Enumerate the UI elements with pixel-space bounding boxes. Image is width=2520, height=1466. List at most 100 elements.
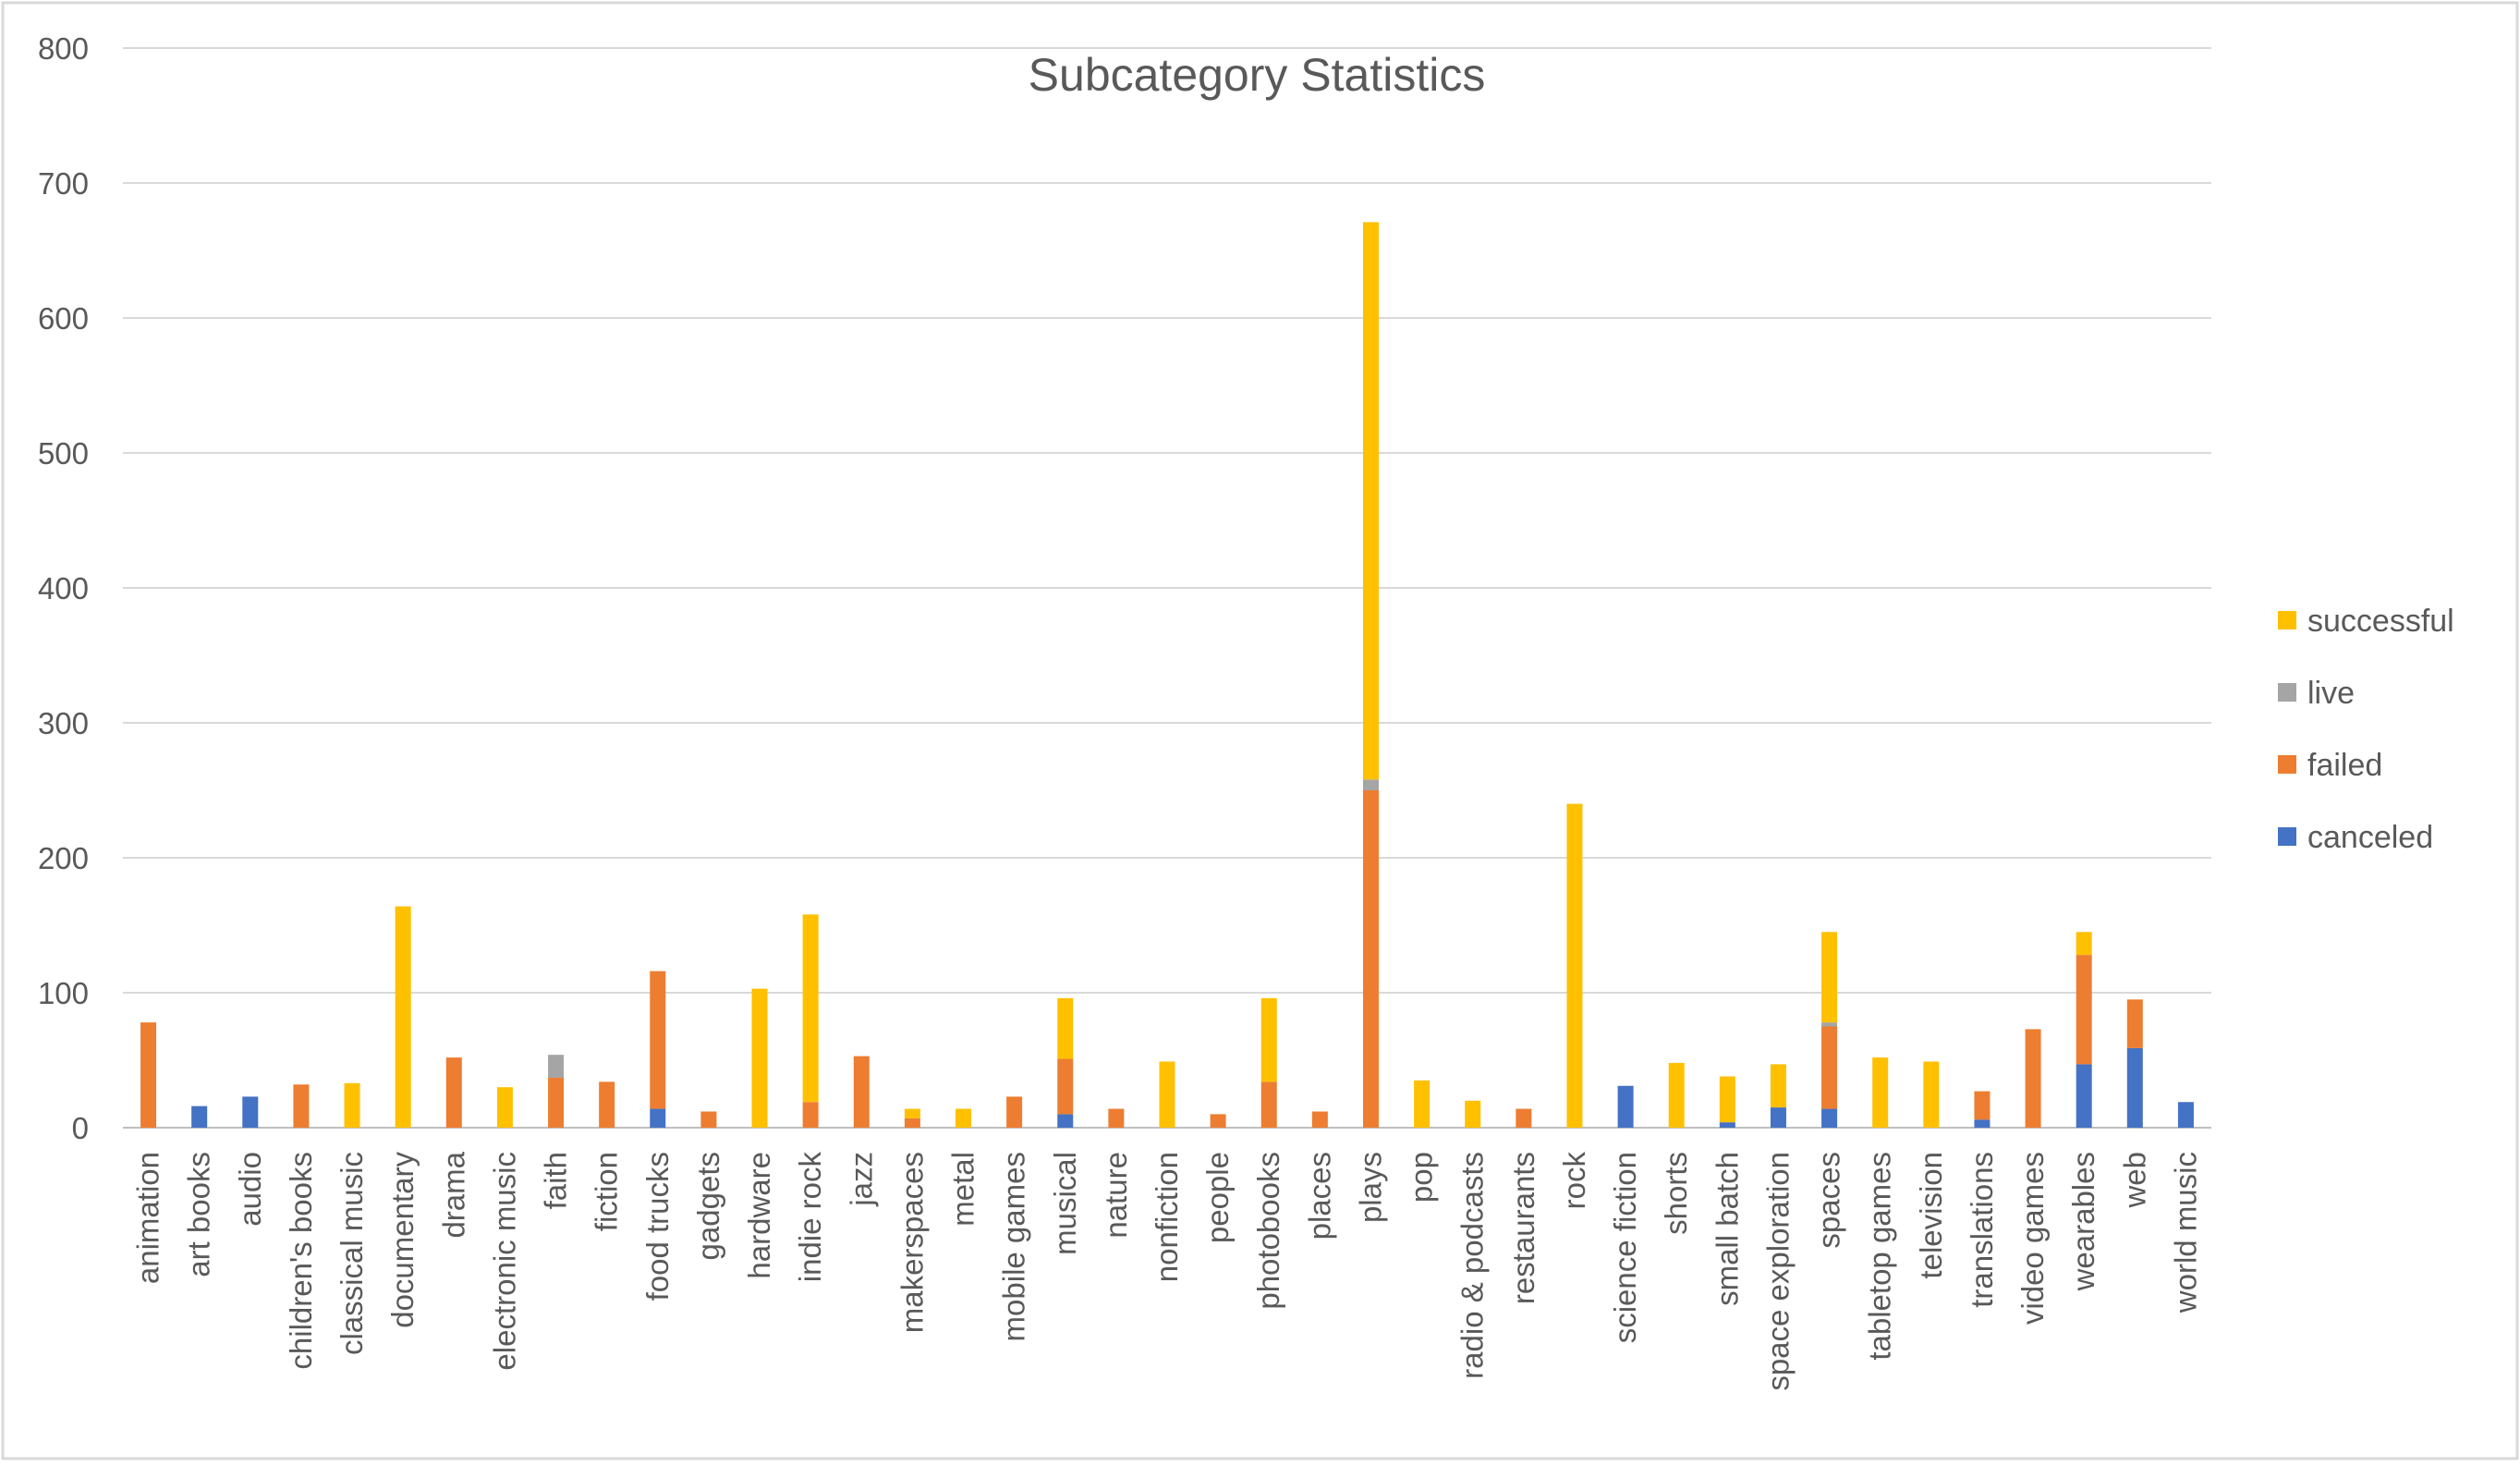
bar-failed — [599, 1081, 615, 1128]
legend: successful live failed canceled — [2278, 604, 2454, 855]
legend-label-live: live — [2307, 676, 2355, 711]
x-tick-label: art books — [182, 1152, 216, 1277]
legend-swatch-failed — [2278, 755, 2296, 774]
y-tick-label: 600 — [38, 301, 89, 336]
x-tick-label: indie rock — [793, 1152, 827, 1283]
bar-failed — [1260, 1081, 1277, 1128]
bar-canceled — [1821, 1108, 1838, 1128]
bar-failed — [1057, 1058, 1074, 1115]
x-tick-label: small batch — [1710, 1152, 1744, 1306]
x-tick-label: restaurants — [1506, 1152, 1540, 1304]
bar-successful — [802, 914, 819, 1103]
y-tick-label: 100 — [38, 976, 89, 1010]
x-tick-label: fiction — [590, 1152, 624, 1231]
bar-canceled — [2076, 1064, 2092, 1128]
legend-swatch-live — [2278, 683, 2296, 702]
bar-successful — [1770, 1064, 1786, 1108]
bar-canceled — [2126, 1047, 2143, 1128]
x-tick-label: classical music — [335, 1152, 369, 1355]
bar-failed — [445, 1057, 462, 1128]
bar-failed — [1362, 790, 1379, 1128]
bar-successful — [395, 906, 411, 1128]
bar-failed — [2025, 1029, 2041, 1128]
x-tick-label: documentary — [385, 1152, 420, 1328]
x-tick-label: science fiction — [1608, 1152, 1642, 1343]
bar-successful — [1923, 1061, 1940, 1128]
x-tick-label: shorts — [1659, 1152, 1693, 1235]
x-tick-label: video games — [2015, 1152, 2050, 1325]
x-tick-label: world music — [2168, 1152, 2202, 1313]
y-axis: 0 100 200 300 400 500 600 700 800 — [38, 31, 89, 1145]
x-tick-label: space exploration — [1760, 1152, 1795, 1391]
x-tick-label: rock — [1557, 1152, 1591, 1210]
bar-canceled — [1770, 1107, 1786, 1128]
bar-successful — [751, 988, 768, 1128]
bar-failed — [548, 1077, 565, 1128]
bar-failed — [904, 1118, 920, 1128]
y-tick-label: 500 — [38, 436, 89, 470]
bar-successful — [956, 1108, 972, 1128]
x-tick-label: places — [1302, 1152, 1336, 1240]
bar-failed — [700, 1111, 717, 1128]
x-tick-label: metal — [946, 1152, 980, 1227]
y-tick-label: 700 — [38, 166, 89, 201]
x-tick-label: musical — [1048, 1152, 1082, 1255]
bar-successful — [1159, 1061, 1175, 1128]
bar-canceled — [191, 1106, 208, 1128]
bar-successful — [496, 1087, 513, 1128]
bar-failed — [802, 1102, 819, 1128]
x-tick-label: audio — [233, 1152, 267, 1227]
x-tick-label: mobile games — [997, 1152, 1031, 1341]
bar-canceled — [242, 1096, 259, 1128]
x-tick-label: makerspaces — [895, 1152, 929, 1333]
x-tick-label: people — [1200, 1152, 1235, 1243]
bar-successful — [1566, 803, 1583, 1128]
x-tick-label: electronic music — [487, 1152, 521, 1371]
bar-successful — [1057, 997, 1074, 1059]
x-tick-label: hardware — [742, 1152, 776, 1279]
bar-successful — [904, 1108, 920, 1118]
bar-successful — [1719, 1076, 1735, 1123]
bar-successful — [1362, 222, 1379, 780]
x-tick-label: nonfiction — [1150, 1152, 1184, 1282]
bars — [140, 222, 2194, 1128]
legend-label-canceled: canceled — [2307, 820, 2433, 855]
bar-failed — [1821, 1026, 1838, 1109]
x-tick-label: photobooks — [1251, 1152, 1285, 1310]
bar-successful — [1414, 1080, 1430, 1128]
gridlines — [123, 47, 2211, 1129]
bar-failed — [650, 971, 666, 1109]
bar-failed — [1108, 1108, 1125, 1128]
bar-canceled — [650, 1108, 666, 1128]
bar-failed — [293, 1084, 310, 1128]
x-tick-label: tabletop games — [1863, 1152, 1897, 1361]
x-tick-label: food trucks — [640, 1152, 675, 1301]
bar-successful — [1821, 932, 1838, 1023]
x-tick-label: faith — [539, 1152, 573, 1209]
y-tick-label: 0 — [72, 1111, 89, 1145]
x-tick-label: spaces — [1812, 1152, 1846, 1249]
y-tick-label: 300 — [38, 706, 89, 740]
bar-canceled — [1617, 1085, 1634, 1128]
bar-successful — [1872, 1057, 1889, 1128]
x-tick-label: children's books — [284, 1152, 318, 1370]
x-tick-label: nature — [1099, 1152, 1133, 1239]
legend-swatch-successful — [2278, 611, 2296, 629]
bar-canceled — [1974, 1119, 1990, 1128]
x-tick-label: plays — [1353, 1152, 1387, 1223]
bar-failed — [853, 1056, 870, 1128]
bar-successful — [1260, 997, 1277, 1082]
x-tick-label: radio & podcasts — [1455, 1152, 1490, 1379]
bar-failed — [2126, 999, 2143, 1048]
bar-failed — [2076, 955, 2092, 1065]
bar-canceled — [2177, 1102, 2194, 1128]
bar-failed — [1516, 1108, 1532, 1128]
x-tick-label: gadgets — [691, 1152, 725, 1260]
bar-live — [1362, 779, 1379, 790]
bar-successful — [2076, 932, 2092, 956]
x-tick-label: pop — [1405, 1152, 1439, 1203]
bar-failed — [1311, 1111, 1328, 1128]
x-tick-label: translations — [1965, 1152, 1999, 1308]
bar-canceled — [1719, 1122, 1735, 1128]
